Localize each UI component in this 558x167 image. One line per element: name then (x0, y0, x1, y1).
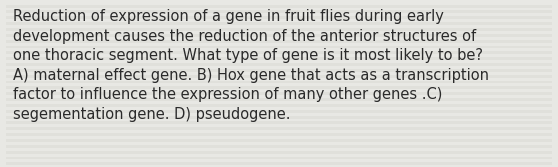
Bar (6, 110, 552, 113)
Bar (6, 127, 552, 130)
Bar (6, 45, 552, 48)
Bar (6, 98, 552, 101)
Bar (6, 121, 552, 124)
Bar (6, 5, 552, 8)
Bar (6, 22, 552, 25)
Bar (6, 145, 552, 148)
Bar (6, 69, 552, 72)
Bar (6, 116, 552, 119)
Bar (6, 139, 552, 142)
Bar (6, 162, 552, 165)
Bar (6, 57, 552, 60)
Bar (6, 151, 552, 154)
Bar (6, 10, 552, 13)
Bar (6, 63, 552, 66)
Bar (6, 104, 552, 107)
Bar (6, 75, 552, 78)
Bar (6, 80, 552, 84)
Text: Reduction of expression of a gene in fruit flies during early
development causes: Reduction of expression of a gene in fru… (13, 9, 489, 122)
Bar (6, 34, 552, 37)
Bar (6, 16, 552, 19)
Bar (6, 28, 552, 31)
Bar (6, 157, 552, 159)
Bar (6, 92, 552, 95)
Bar (6, 133, 552, 136)
Bar (6, 40, 552, 43)
Bar (6, 51, 552, 54)
Bar (6, 86, 552, 89)
